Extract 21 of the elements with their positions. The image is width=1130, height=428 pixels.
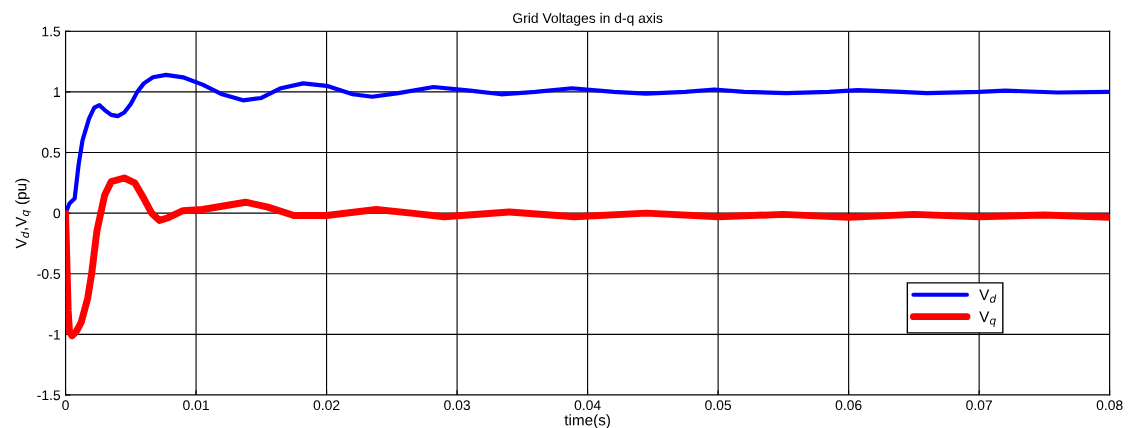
x-tick-label: 0.01: [183, 400, 209, 411]
y-tick-label: -1: [48, 329, 60, 340]
legend-label: V$_{d}$: [979, 289, 997, 303]
x-tick-label: 0.07: [966, 400, 992, 411]
y-tick-label: 0.5: [41, 147, 61, 158]
legend-label: V$_{q}$: [979, 311, 996, 327]
x-tick-label: 0: [62, 400, 69, 411]
y-tick-label: 1.5: [42, 26, 61, 37]
y-tick-label: 1: [54, 87, 60, 97]
x-tick-label: 0.05: [705, 400, 732, 411]
x-tick-label: 0.04: [574, 400, 601, 411]
x-tick-label: 0.08: [1096, 400, 1123, 411]
y-tick-label: -0.5: [37, 269, 61, 279]
y-tick-label: 0: [53, 208, 61, 219]
x-tick-label: 0.03: [444, 400, 470, 411]
x-axis-title: time(s): [564, 414, 610, 428]
x-tick-label: 0.06: [835, 400, 862, 411]
x-tick-label: 0.02: [313, 400, 340, 411]
y-tick-label: -1.5: [37, 390, 61, 401]
chart-title: Grid Voltages in d-q axis: [513, 12, 663, 26]
y-axis-title: V$_{d}$,V$_{q}$ (pu): [15, 178, 32, 249]
